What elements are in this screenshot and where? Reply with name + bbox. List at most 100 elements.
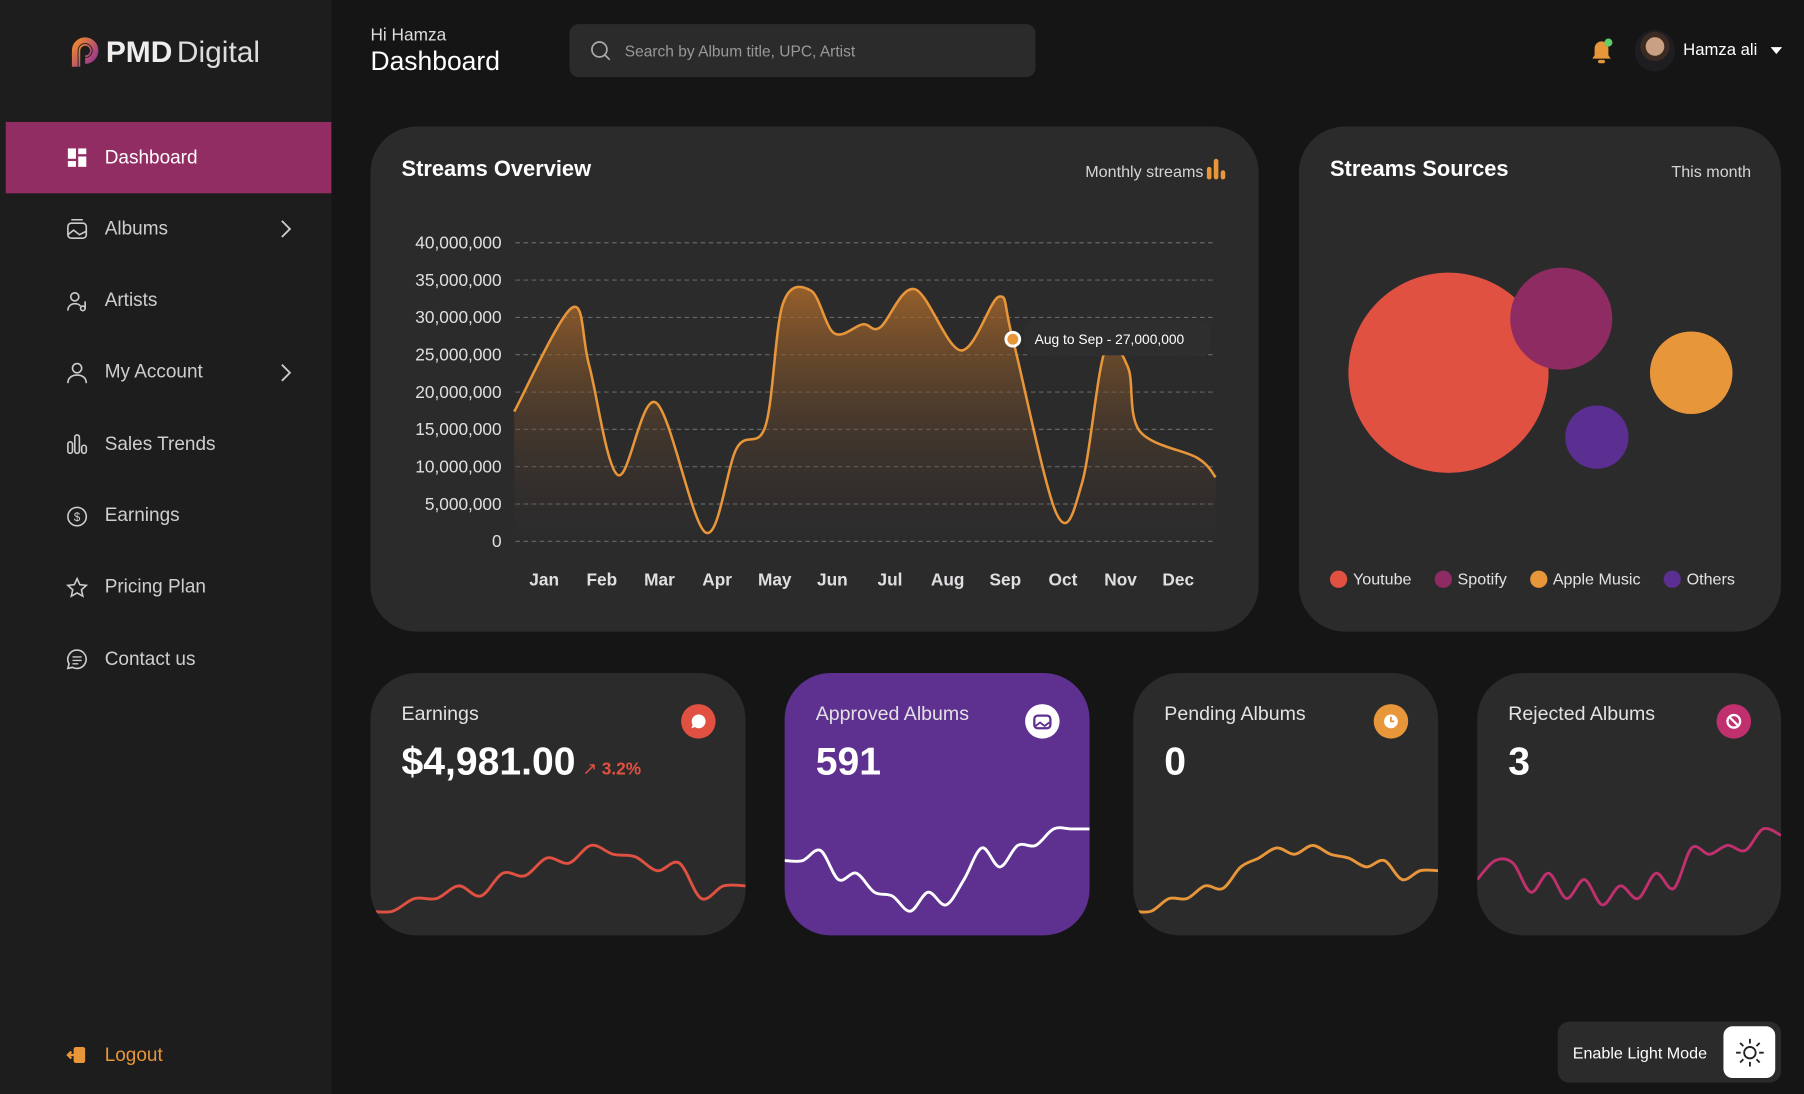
sparkline bbox=[370, 843, 746, 914]
artist-icon bbox=[67, 291, 86, 311]
x-tick-label: Nov bbox=[1104, 570, 1137, 590]
sparkline bbox=[1477, 827, 1781, 907]
logout-icon bbox=[66, 1046, 86, 1064]
chevron-right-icon[interactable] bbox=[274, 218, 297, 241]
sparkline bbox=[1133, 843, 1439, 914]
sidebar-item-contact-us[interactable]: Contact us bbox=[6, 624, 332, 695]
legend-dot bbox=[1434, 570, 1452, 588]
notification-button[interactable] bbox=[1589, 38, 1614, 71]
light-mode-label: Enable Light Mode bbox=[1572, 1043, 1708, 1062]
sidebar-item-label: Earnings bbox=[104, 505, 180, 526]
legend-item[interactable]: Others bbox=[1663, 569, 1735, 588]
this-month-filter[interactable]: This month bbox=[1671, 162, 1752, 181]
page-title: Dashboard bbox=[370, 46, 500, 76]
stat-title: Earnings bbox=[401, 702, 479, 725]
sidebar-item-sales-trends[interactable]: Sales Trends bbox=[6, 409, 332, 480]
x-tick-label: May bbox=[758, 570, 792, 590]
card-title: Streams Sources bbox=[1329, 157, 1509, 182]
sidebar-item-label: My Account bbox=[104, 361, 203, 383]
chat-bubble-icon bbox=[681, 704, 716, 739]
sidebar-item-albums[interactable]: Albums bbox=[6, 194, 332, 265]
dollar-icon: $ bbox=[67, 505, 88, 527]
y-tick-label: 0 bbox=[492, 531, 502, 551]
bar-chart-icon bbox=[67, 434, 88, 455]
legend-item[interactable]: Spotify bbox=[1434, 569, 1507, 588]
sidebar-item-label: Artists bbox=[104, 290, 158, 311]
logout-label: Logout bbox=[104, 1044, 163, 1065]
legend-dot bbox=[1663, 570, 1681, 588]
user-icon bbox=[67, 362, 88, 384]
card-title: Streams Overview bbox=[401, 157, 592, 182]
x-tick-label: Aug bbox=[931, 570, 965, 590]
bubble-spotify[interactable] bbox=[1510, 267, 1613, 370]
bubble-apple-music[interactable] bbox=[1649, 331, 1733, 415]
grid-icon bbox=[67, 148, 87, 167]
chat-icon bbox=[66, 649, 87, 670]
stat-value-text: 591 bbox=[815, 739, 881, 784]
area-fill bbox=[514, 286, 1216, 541]
stat-card-earnings[interactable]: Earnings $4,981.00 ↗ 3.2% bbox=[370, 673, 746, 936]
x-tick-label: Oct bbox=[1049, 570, 1078, 590]
stat-value: 591 bbox=[816, 740, 881, 785]
svg-text:$: $ bbox=[74, 512, 81, 524]
tooltip-text: Aug to Sep - 27,000,000 bbox=[1035, 332, 1185, 347]
bubble-others[interactable] bbox=[1565, 405, 1629, 469]
stat-card-pending-albums[interactable]: Pending Albums 0 bbox=[1133, 673, 1439, 936]
logout-button[interactable]: Logout bbox=[6, 1019, 332, 1090]
bubble-chart bbox=[1348, 267, 1733, 473]
legend-label: Spotify bbox=[1457, 569, 1507, 588]
search-icon bbox=[591, 41, 611, 61]
sidebar-item-dashboard[interactable]: Dashboard bbox=[5, 121, 332, 194]
sidebar: PMD Digital Dashboard Albums Artists My Acco… bbox=[0, 0, 332, 1094]
brand-bold: PMD bbox=[105, 34, 173, 70]
legend-label: Youtube bbox=[1352, 569, 1412, 588]
brand-logo[interactable]: PMD Digital bbox=[69, 35, 260, 71]
sidebar-item-earnings[interactable]: $ Earnings bbox=[6, 480, 332, 551]
block-icon bbox=[1716, 704, 1752, 739]
legend-item[interactable]: Youtube bbox=[1329, 569, 1412, 588]
sidebar-item-label: Sales Trends bbox=[104, 433, 216, 455]
y-tick-label: 35,000,000 bbox=[415, 270, 501, 290]
stat-value-text: 0 bbox=[1164, 739, 1187, 784]
stat-card-rejected-albums[interactable]: Rejected Albums 3 bbox=[1477, 673, 1781, 936]
logo-icon bbox=[71, 36, 99, 67]
bar-chart-icon bbox=[1206, 158, 1226, 180]
x-tick-label: Mar bbox=[644, 570, 675, 590]
x-tick-label: Jan bbox=[529, 570, 559, 590]
caret-down-icon[interactable] bbox=[1770, 47, 1783, 55]
search-input[interactable]: Search by Album title, UPC, Artist bbox=[569, 24, 1036, 78]
user-name[interactable]: Hamza ali bbox=[1683, 41, 1758, 60]
monthly-streams-filter[interactable]: Monthly streams bbox=[1085, 162, 1204, 181]
stat-change: 3.2% bbox=[601, 759, 642, 779]
stat-card-approved-albums[interactable]: Approved Albums 591 bbox=[784, 673, 1090, 936]
sidebar-item-artists[interactable]: Artists bbox=[6, 265, 332, 336]
album-icon bbox=[1025, 704, 1060, 739]
tooltip bbox=[1024, 320, 1211, 356]
x-tick-label: Jun bbox=[817, 570, 848, 590]
light-mode-toggle[interactable]: Enable Light Mode bbox=[1557, 1021, 1781, 1083]
stat-value-text: $4,981.00 bbox=[401, 739, 576, 784]
sidebar-item-label: Contact us bbox=[104, 648, 196, 670]
y-tick-label: 5,000,000 bbox=[425, 494, 502, 514]
streams-chart: 40,000,000 35,000,000 30,000,000 25,000,000… bbox=[415, 233, 1217, 590]
avatar[interactable] bbox=[1634, 29, 1676, 72]
chevron-right-icon[interactable] bbox=[274, 361, 297, 384]
legend-item[interactable]: Apple Music bbox=[1529, 569, 1641, 588]
y-tick-label: 40,000,000 bbox=[415, 233, 501, 253]
sidebar-item-pricing-plan[interactable]: Pricing Plan bbox=[6, 552, 332, 623]
highlight-point[interactable] bbox=[1004, 330, 1022, 348]
stat-value: $4,981.00 ↗ 3.2% bbox=[402, 740, 642, 785]
legend-dot bbox=[1529, 570, 1548, 588]
legend-label: Apple Music bbox=[1552, 569, 1641, 588]
series-line bbox=[513, 285, 1217, 534]
sidebar-item-my-account[interactable]: My Account bbox=[6, 337, 332, 408]
brand-light: Digital bbox=[176, 34, 261, 70]
legend: Youtube Spotify Apple Music Others bbox=[1329, 569, 1735, 588]
sun-icon[interactable] bbox=[1723, 1026, 1776, 1079]
album-icon bbox=[67, 219, 88, 240]
stat-value: 0 bbox=[1164, 740, 1186, 785]
streams-overview-card: Streams Overview Monthly streams 40,000,… bbox=[370, 126, 1259, 632]
stat-title: Pending Albums bbox=[1164, 702, 1306, 725]
trend-up-icon: ↗ bbox=[582, 759, 602, 779]
bubble-youtube[interactable] bbox=[1348, 272, 1549, 473]
